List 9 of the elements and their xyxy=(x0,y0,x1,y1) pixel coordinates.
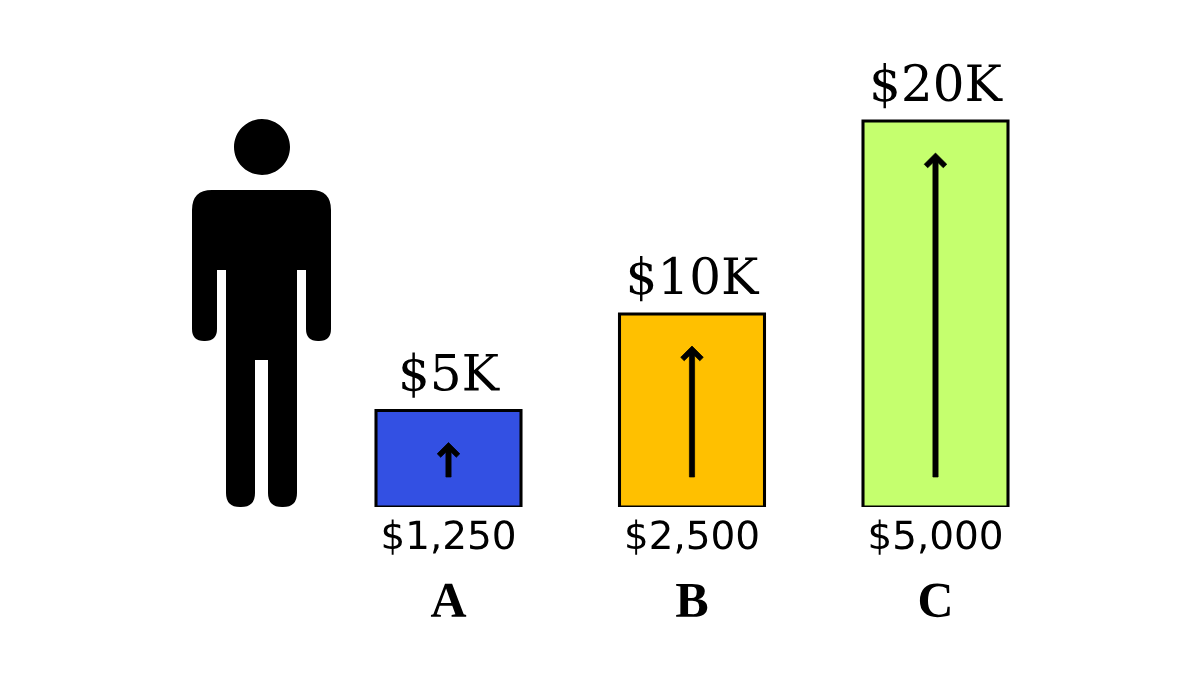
annotation: $5,000 xyxy=(870,519,1001,555)
annotation: $2,500 xyxy=(627,519,758,555)
data-label: $5K xyxy=(402,352,500,398)
annotation: $1,250 xyxy=(383,519,514,555)
data-label: $10K xyxy=(629,255,760,302)
x-tick-label: A xyxy=(430,583,467,617)
x-tick-label: B xyxy=(676,583,708,617)
x-tick-label: C xyxy=(919,583,950,618)
data-label: $20K xyxy=(873,62,1003,109)
